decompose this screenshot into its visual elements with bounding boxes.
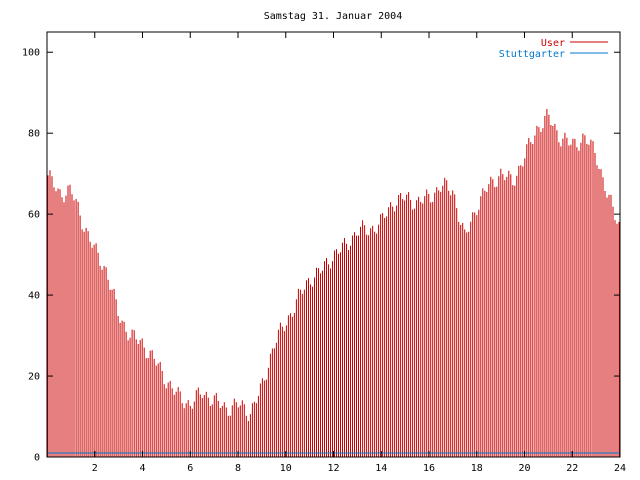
legend: User Stuttgarter	[499, 38, 608, 60]
legend-label-user: User	[541, 38, 565, 49]
y-tick-label: 80	[28, 129, 40, 140]
x-tick-label: 16	[423, 463, 435, 474]
x-tick-label: 20	[518, 463, 530, 474]
y-tick-label: 40	[28, 291, 40, 302]
x-tick-label: 4	[139, 463, 145, 474]
x-tick-label: 10	[280, 463, 292, 474]
y-tick-label: 100	[22, 48, 40, 59]
x-tick-label: 12	[327, 463, 339, 474]
x-tick-label: 18	[471, 463, 483, 474]
bars-group	[47, 109, 620, 457]
legend-label-stuttgarter: Stuttgarter	[499, 49, 565, 60]
chart-title: Samstag 31. Januar 2004	[264, 11, 402, 22]
x-tick-label: 6	[187, 463, 193, 474]
x-tick-label: 8	[235, 463, 241, 474]
x-axis: 2 4 6 8 10 12 14 16 18 20 22 24	[92, 32, 626, 474]
y-tick-label: 60	[28, 210, 40, 221]
y-axis: 0 20 40 60 80 100	[22, 48, 620, 464]
x-tick-label: 2	[92, 463, 98, 474]
y-tick-label: 0	[34, 453, 40, 464]
y-tick-label: 20	[28, 372, 40, 383]
x-tick-label: 24	[614, 463, 626, 474]
x-tick-label: 22	[566, 463, 578, 474]
x-tick-label: 14	[375, 463, 387, 474]
plot-frame	[46, 31, 621, 458]
